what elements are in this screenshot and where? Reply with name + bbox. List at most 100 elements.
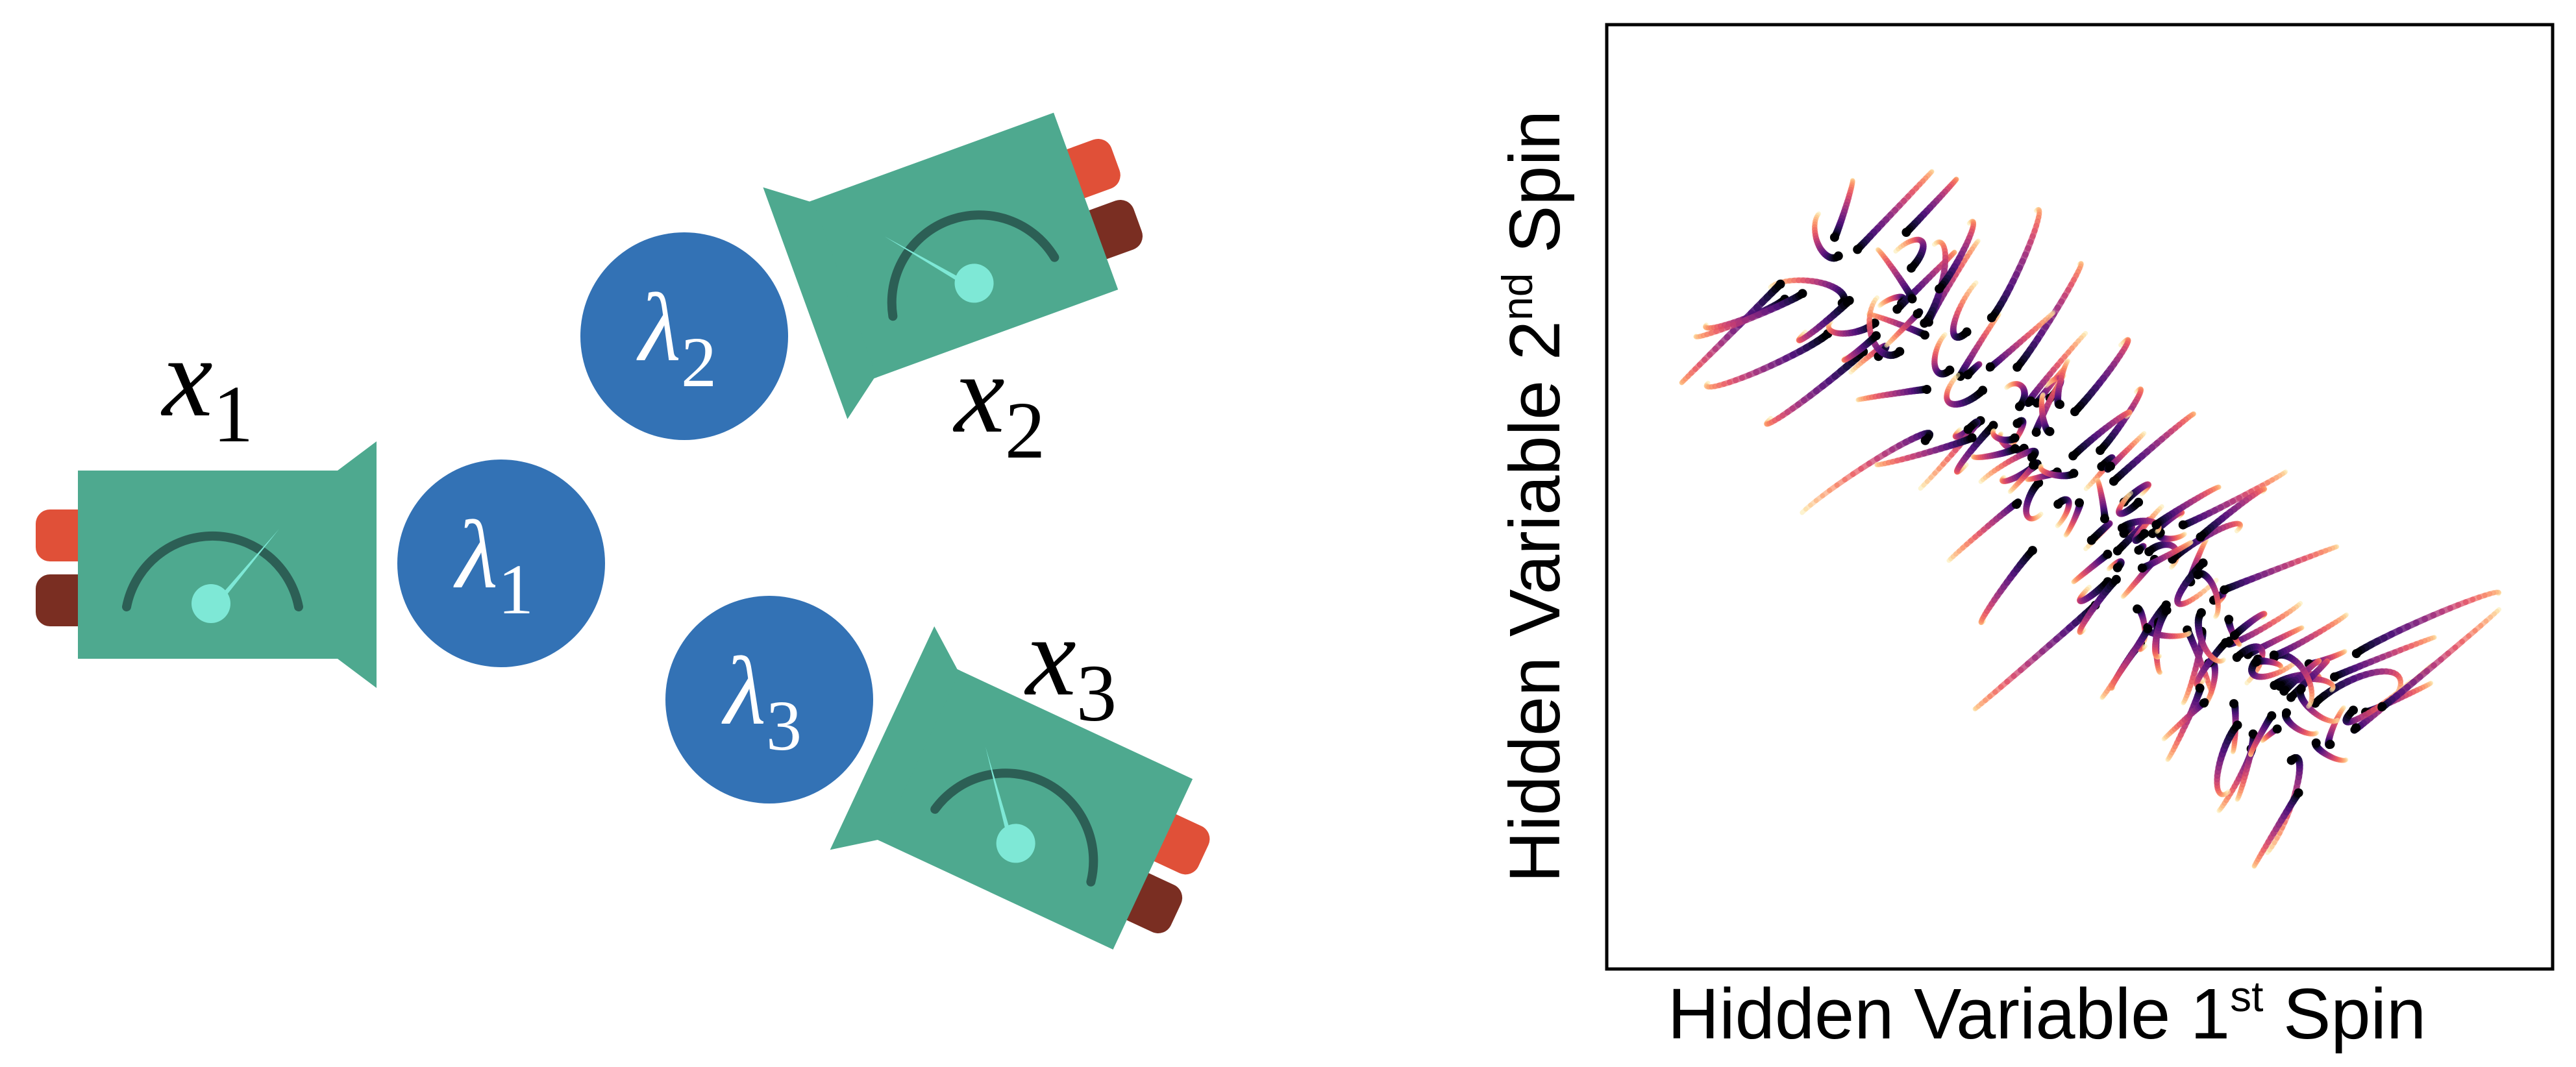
trajectory-endpoint	[2351, 649, 2361, 658]
trajectory-endpoint	[2096, 446, 2105, 455]
trajectory-endpoint	[2111, 574, 2121, 584]
trajectory-endpoint	[1967, 433, 1977, 443]
detector-3-label: x3	[1024, 593, 1117, 739]
trajectory-endpoint	[2349, 705, 2358, 715]
trajectory-endpoint	[1987, 313, 1996, 323]
trajectory-endpoint	[2100, 514, 2109, 524]
trajectory-endpoint	[1988, 421, 1998, 430]
trajectory-endpoint	[1913, 309, 1922, 319]
trajectory-endpoint	[2087, 535, 2096, 545]
trajectory-endpoint	[2279, 686, 2289, 696]
trajectory-endpoint	[1870, 318, 1879, 328]
trajectory-endpoint	[2106, 461, 2115, 471]
trajectory-endpoint	[2267, 711, 2277, 720]
trajectory-endpoint	[2272, 724, 2282, 734]
trajectory-endpoint	[1829, 232, 1839, 242]
trajectory-endpoint	[2112, 546, 2122, 556]
trajectory-endpoint	[2069, 469, 2079, 478]
detector-1-label: x1	[160, 314, 253, 460]
trajectory-endpoint	[2031, 428, 2041, 437]
trajectory-endpoint	[2103, 549, 2112, 559]
trajectory-endpoint	[2012, 362, 2022, 372]
trajectory-endpoint	[1963, 370, 1973, 380]
trajectory-endpoint	[2233, 720, 2242, 730]
svg-text:λ1: λ1	[453, 501, 534, 629]
trajectory-endpoint	[1776, 279, 1785, 289]
trajectory-endpoint	[2012, 419, 2022, 428]
trajectory-endpoint	[2140, 529, 2149, 539]
trajectory-endpoint	[2198, 558, 2208, 568]
trajectory-endpoint	[2112, 563, 2122, 572]
trajectory-endpoint	[2232, 652, 2242, 662]
trajectory-endpoint	[2196, 608, 2206, 617]
trajectory-endpoint	[2010, 433, 2020, 443]
trajectory-endpoint	[2286, 693, 2296, 702]
trajectory-endpoint	[1945, 365, 1955, 375]
trajectory-endpoint	[2134, 545, 2144, 555]
trajectory-endpoint	[2097, 461, 2107, 471]
trajectory-endpoint	[2109, 476, 2118, 486]
trajectory-endpoint	[1907, 264, 1916, 273]
trajectory-endpoint	[2029, 460, 2038, 470]
lambda-1: λ1	[397, 460, 605, 667]
trajectory-endpoint	[2012, 500, 2022, 509]
trajectory-endpoint	[2053, 499, 2063, 509]
trajectory-endpoint	[2325, 739, 2335, 749]
trajectory-layer	[1679, 169, 2502, 869]
trajectory-endpoint	[2070, 407, 2079, 417]
trajectory-endpoint	[2011, 444, 2020, 454]
trajectory-endpoint	[2195, 683, 2205, 693]
trajectory-endpoint	[1901, 228, 1911, 237]
lambda-2: λ2	[580, 232, 788, 440]
trajectory-endpoint	[2251, 657, 2261, 667]
trajectory-endpoint	[1985, 362, 1995, 372]
trajectory-endpoint	[2178, 520, 2188, 530]
trajectory-endpoint	[1872, 331, 1881, 341]
trajectory-endpoint	[2143, 624, 2153, 633]
trajectory-endpoint	[2133, 604, 2142, 614]
trajectory-endpoint	[2151, 520, 2161, 530]
trajectory-endpoint	[2377, 702, 2387, 711]
trajectory-endpoint	[1907, 294, 1917, 304]
trajectory-endpoint	[2137, 563, 2147, 573]
trajectory-endpoint	[2248, 729, 2258, 739]
trajectory-endpoint	[1922, 385, 1931, 394]
trajectory-endpoint	[1978, 386, 1988, 395]
trajectory-endpoint	[1963, 424, 1973, 434]
trajectory-endpoint	[2229, 699, 2238, 709]
trajectory-endpoint	[2196, 532, 2205, 542]
trajectory-endpoint	[2294, 788, 2303, 798]
trajectory-endpoint	[1920, 330, 1929, 340]
trajectory-endpoint	[2282, 708, 2291, 718]
trajectory-endpoint	[1798, 289, 1807, 299]
trajectory-endpoint	[2221, 638, 2231, 648]
trajectory-endpoint	[2286, 755, 2296, 765]
trajectory-endpoint	[2220, 585, 2229, 595]
trajectory-endpoint	[2162, 606, 2172, 615]
trajectory-endpoint	[2045, 426, 2055, 436]
trajectory-endpoint	[2026, 396, 2036, 406]
trajectory-endpoint	[1833, 251, 1843, 261]
trajectory-endpoint	[2229, 631, 2239, 641]
trajectory-endpoint	[2330, 672, 2339, 681]
detector-1	[36, 441, 377, 688]
trajectory-endpoint	[2055, 400, 2064, 410]
trajectory-endpoint	[2027, 546, 2037, 556]
trajectory-endpoint	[2311, 738, 2321, 748]
trajectory-endpoint	[2134, 497, 2144, 507]
trajectory-endpoint	[2117, 523, 2127, 533]
x-axis-label: Hidden Variable 1st Spin	[1668, 972, 2426, 1054]
y-axis-label: Hidden Variable 2nd Spin	[1493, 110, 1575, 883]
trajectory-endpoint	[2144, 547, 2154, 556]
trajectory-endpoint	[1895, 347, 1905, 356]
trajectory-endpoint	[1892, 304, 1902, 314]
lambda-3: λ3	[665, 596, 873, 803]
svg-text:λ2: λ2	[636, 274, 717, 402]
trajectory-endpoint	[2068, 451, 2078, 461]
trajectory-endpoint	[2296, 684, 2306, 694]
trajectory-endpoint	[1853, 245, 1863, 254]
trajectory-endpoint	[2014, 402, 2024, 411]
trajectory-endpoint	[2351, 723, 2361, 733]
trajectory-endpoint	[2269, 650, 2279, 660]
